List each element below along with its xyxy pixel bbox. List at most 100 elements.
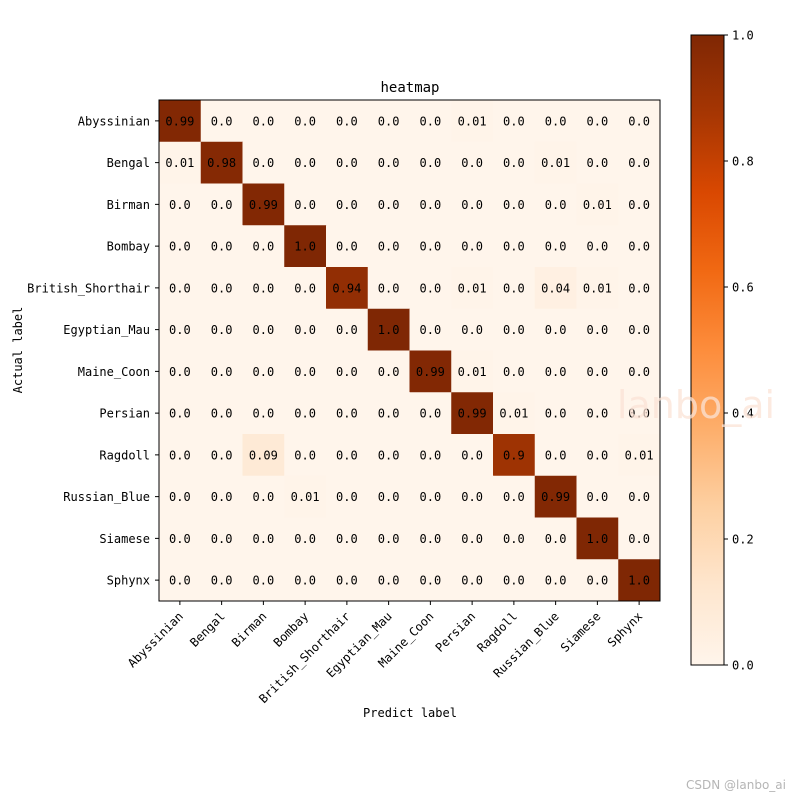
heatmap-cell-label: 0.0 [378,156,400,170]
heatmap-cell-label: 0.0 [378,448,400,462]
heatmap-cell-label: 0.0 [545,448,567,462]
chart-title: heatmap [380,80,439,96]
heatmap-cell-label: 0.0 [503,114,525,128]
heatmap-cell [242,225,285,268]
heatmap-cell-label: 0.0 [378,490,400,504]
heatmap-cell [409,517,452,560]
heatmap-cell [576,141,619,184]
heatmap-cell [576,225,619,268]
heatmap-cell-label: 0.0 [587,156,609,170]
heatmap-cell-label: 0.0 [378,281,400,295]
y-tick-label: Egyptian_Mau [63,323,150,337]
y-tick-label: Siamese [99,532,150,546]
heatmap-cell [493,559,536,602]
heatmap-cell-label: 1.0 [378,323,400,337]
heatmap-cell [284,183,327,226]
heatmap-cell [534,308,577,351]
heatmap-cell [534,559,577,602]
heatmap-cell [284,434,327,477]
plot-frame [158,99,661,602]
heatmap-cells [159,100,661,602]
heatmap-cell [367,100,410,143]
heatmap-cell-label: 0.0 [628,240,650,254]
heatmap-cell [367,559,410,602]
heatmap-cell-label: 0.0 [420,323,442,337]
heatmap-cell [493,392,536,435]
heatmap-cell [367,475,410,518]
heatmap-cell-label: 0.0 [169,407,191,421]
heatmap-cell-label: 0.0 [503,365,525,379]
heatmap-cell [493,183,536,226]
heatmap-cell [200,183,243,226]
heatmap-cell [409,183,452,226]
heatmap-cell-label: 0.01 [583,281,612,295]
heatmap-cell [284,559,327,602]
heatmap-cell-label: 0.0 [169,323,191,337]
heatmap-cell [618,392,661,435]
heatmap-cell [534,350,577,393]
heatmap-cell [367,517,410,560]
heatmap-cell [284,350,327,393]
heatmap-cell [200,392,243,435]
heatmap-cell [326,308,369,351]
heatmap-cell-label: 0.0 [503,156,525,170]
heatmap-cell-label: 0.0 [253,407,275,421]
heatmap-cell-label: 0.0 [211,407,233,421]
heatmap-cell [493,225,536,268]
heatmap-cell-label: 0.0 [211,114,233,128]
heatmap-cell [618,308,661,351]
heatmap-cell-label: 0.0 [336,240,358,254]
y-axis-ticks: Abyssinian Bengal Birman Bombay British_Shor… [27,114,159,588]
heatmap-cell-label: 0.99 [165,114,194,128]
heatmap-cell-label: 0.0 [294,574,316,588]
heatmap-cell-label: 0.0 [378,114,400,128]
colorbar-tick-label: 0.4 [732,407,754,421]
heatmap-cell [159,559,202,602]
heatmap-cell-label: 1.0 [587,532,609,546]
heatmap-cell [159,225,202,268]
heatmap-cell [493,267,536,310]
heatmap-cell [159,517,202,560]
heatmap-cell [451,434,494,477]
heatmap-cell [242,100,285,143]
heatmap-cell-label: 0.0 [461,574,483,588]
heatmap-cell-label: 0.0 [169,198,191,212]
heatmap-cell [200,350,243,393]
heatmap-cell [284,392,327,435]
y-tick-label: Maine_Coon [78,365,150,379]
heatmap-cell [493,350,536,393]
colorbar-tick-label: 0.8 [732,155,754,169]
heatmap-cell [326,475,369,518]
heatmap-cell [367,434,410,477]
heatmap-cell-label: 0.0 [628,114,650,128]
heatmap-cell-label: 0.0 [169,490,191,504]
colorbar-ticks: 0.0 0.2 0.4 0.6 0.8 1.0 [724,29,754,673]
heatmap-cell [618,559,661,602]
heatmap-cell [326,225,369,268]
heatmap-cell-label: 1.0 [628,574,650,588]
y-tick-label: Bombay [107,240,150,254]
heatmap-cell-label: 0.0 [294,365,316,379]
heatmap-cell-label: 0.09 [249,448,278,462]
heatmap-cell [493,141,536,184]
heatmap-cell-label: 0.0 [336,198,358,212]
heatmap-cell [326,350,369,393]
heatmap-cell-label: 0.0 [503,574,525,588]
heatmap-cell-label: 0.0 [253,156,275,170]
heatmap-cell [159,434,202,477]
heatmap-cell-label: 0.0 [211,490,233,504]
heatmap-cell-label: 0.0 [420,490,442,504]
heatmap-cell-label: 0.0 [628,198,650,212]
heatmap-cell-label: 0.0 [420,198,442,212]
heatmap-cell-label: 0.9 [503,448,525,462]
heatmap-cell [534,225,577,268]
heatmap-cell [284,267,327,310]
heatmap-cell [326,267,369,310]
heatmap-cell [242,434,285,477]
heatmap-cell-label: 0.0 [503,198,525,212]
heatmap-cell [159,392,202,435]
heatmap-cell [576,308,619,351]
heatmap-cell-label: 0.0 [545,240,567,254]
heatmap-cell-label: 0.0 [253,323,275,337]
